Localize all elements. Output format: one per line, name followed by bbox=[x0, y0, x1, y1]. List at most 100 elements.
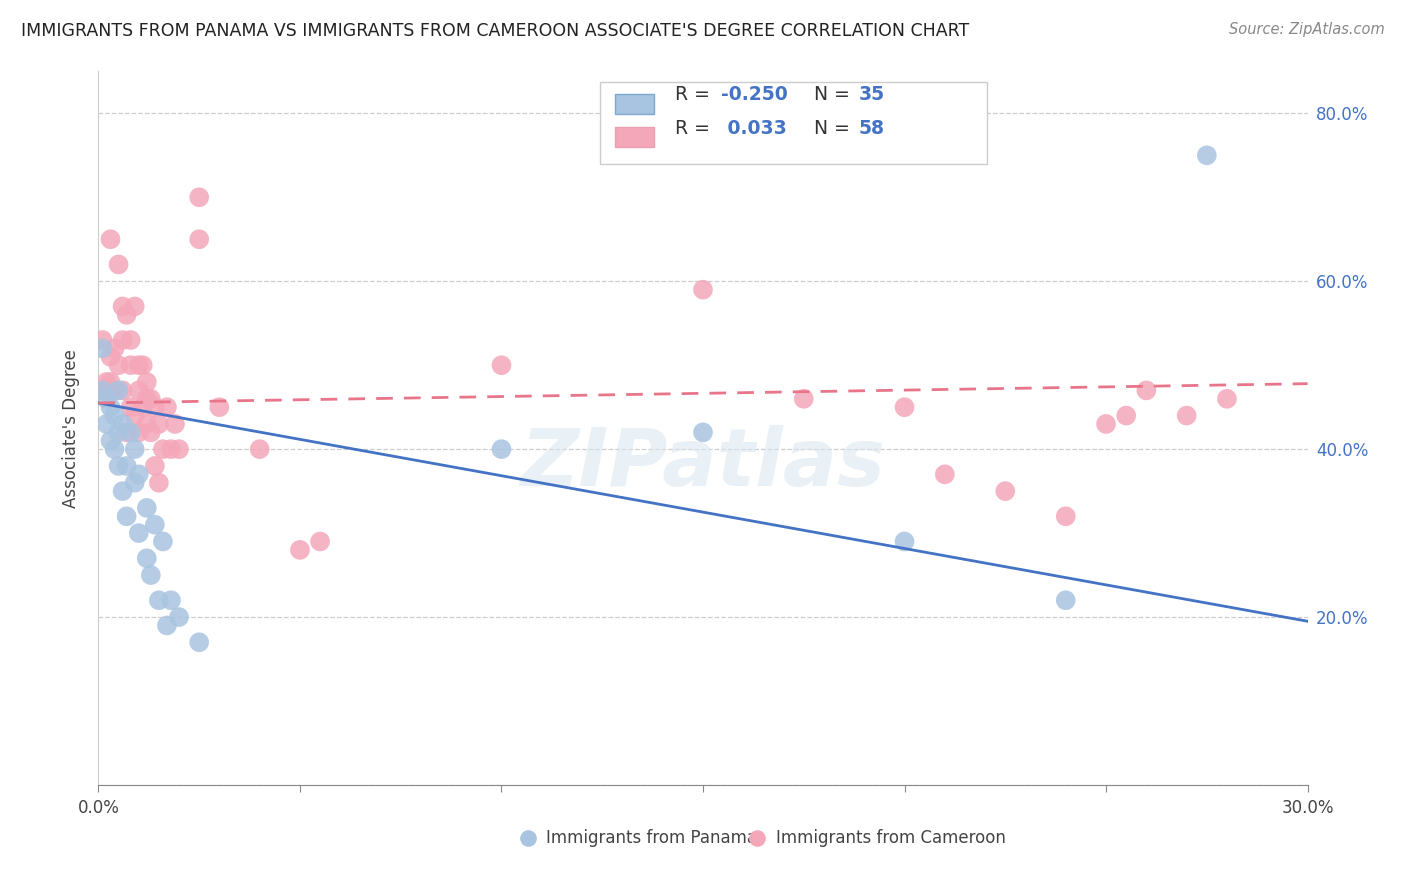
Point bbox=[135, 375, 157, 389]
Point bbox=[111, 333, 134, 347]
Point bbox=[1135, 384, 1157, 398]
Point bbox=[111, 417, 134, 431]
Point bbox=[100, 375, 122, 389]
Point bbox=[111, 300, 134, 314]
Point bbox=[152, 534, 174, 549]
Point bbox=[96, 375, 118, 389]
Point bbox=[91, 384, 114, 398]
Point bbox=[120, 358, 142, 372]
Text: 0.033: 0.033 bbox=[721, 119, 787, 138]
Point bbox=[107, 425, 129, 440]
Point bbox=[115, 458, 138, 473]
Point bbox=[148, 475, 170, 490]
Point bbox=[96, 392, 118, 406]
Point bbox=[893, 534, 915, 549]
Point bbox=[249, 442, 271, 457]
Point bbox=[167, 610, 190, 624]
Point bbox=[208, 400, 231, 414]
Y-axis label: Associate's Degree: Associate's Degree bbox=[62, 349, 80, 508]
Point bbox=[115, 509, 138, 524]
Point bbox=[152, 442, 174, 457]
Point bbox=[103, 342, 125, 356]
FancyBboxPatch shape bbox=[614, 94, 654, 114]
Point bbox=[156, 618, 179, 632]
Point bbox=[107, 358, 129, 372]
Point bbox=[107, 458, 129, 473]
Point bbox=[128, 425, 150, 440]
Point bbox=[188, 635, 211, 649]
Text: N =: N = bbox=[803, 119, 856, 138]
Point bbox=[103, 384, 125, 398]
Point bbox=[100, 434, 122, 448]
Text: R =: R = bbox=[675, 86, 716, 104]
Point bbox=[188, 190, 211, 204]
Point bbox=[143, 458, 166, 473]
Point bbox=[1054, 593, 1077, 607]
Point bbox=[111, 484, 134, 499]
Point bbox=[139, 568, 162, 582]
Point bbox=[893, 400, 915, 414]
Point bbox=[115, 425, 138, 440]
Point bbox=[188, 232, 211, 246]
Text: N =: N = bbox=[803, 86, 856, 104]
Text: ZIPatlas: ZIPatlas bbox=[520, 425, 886, 503]
Point bbox=[111, 384, 134, 398]
Text: Source: ZipAtlas.com: Source: ZipAtlas.com bbox=[1229, 22, 1385, 37]
Point bbox=[1175, 409, 1198, 423]
Point bbox=[309, 534, 332, 549]
Point bbox=[91, 384, 114, 398]
Text: 35: 35 bbox=[859, 86, 886, 104]
Point bbox=[100, 232, 122, 246]
Point bbox=[100, 350, 122, 364]
Point bbox=[160, 593, 183, 607]
Point bbox=[143, 400, 166, 414]
Point bbox=[288, 542, 311, 557]
Point bbox=[124, 442, 146, 457]
Point bbox=[103, 442, 125, 457]
Text: Immigrants from Panama: Immigrants from Panama bbox=[546, 830, 756, 847]
Point bbox=[96, 417, 118, 431]
Text: -0.250: -0.250 bbox=[721, 86, 787, 104]
Point bbox=[163, 417, 186, 431]
Point bbox=[128, 358, 150, 372]
Text: R =: R = bbox=[675, 119, 716, 138]
Point bbox=[934, 467, 956, 482]
Point bbox=[135, 551, 157, 566]
Point bbox=[139, 425, 162, 440]
Point bbox=[139, 392, 162, 406]
Point bbox=[156, 400, 179, 414]
Point bbox=[692, 425, 714, 440]
Point bbox=[132, 400, 155, 414]
Point bbox=[160, 442, 183, 457]
FancyBboxPatch shape bbox=[614, 127, 654, 147]
Point bbox=[491, 442, 513, 457]
Point bbox=[107, 257, 129, 271]
Point bbox=[692, 283, 714, 297]
Point bbox=[120, 333, 142, 347]
Point bbox=[96, 384, 118, 398]
Point bbox=[1095, 417, 1118, 431]
Point bbox=[167, 442, 190, 457]
Point bbox=[491, 358, 513, 372]
Point bbox=[143, 517, 166, 532]
Point bbox=[91, 342, 114, 356]
Point bbox=[135, 417, 157, 431]
Point bbox=[115, 308, 138, 322]
Point bbox=[1195, 148, 1218, 162]
Point bbox=[148, 417, 170, 431]
Point bbox=[132, 358, 155, 372]
Text: IMMIGRANTS FROM PANAMA VS IMMIGRANTS FROM CAMEROON ASSOCIATE'S DEGREE CORRELATIO: IMMIGRANTS FROM PANAMA VS IMMIGRANTS FRO… bbox=[21, 22, 969, 40]
Text: Immigrants from Cameroon: Immigrants from Cameroon bbox=[776, 830, 1005, 847]
Point bbox=[148, 593, 170, 607]
Point bbox=[124, 475, 146, 490]
Point bbox=[128, 384, 150, 398]
Point bbox=[91, 333, 114, 347]
Text: 58: 58 bbox=[859, 119, 884, 138]
Point bbox=[135, 500, 157, 515]
Point bbox=[124, 409, 146, 423]
FancyBboxPatch shape bbox=[600, 82, 987, 164]
Point bbox=[128, 467, 150, 482]
Point bbox=[120, 425, 142, 440]
Point bbox=[100, 400, 122, 414]
Point bbox=[107, 384, 129, 398]
